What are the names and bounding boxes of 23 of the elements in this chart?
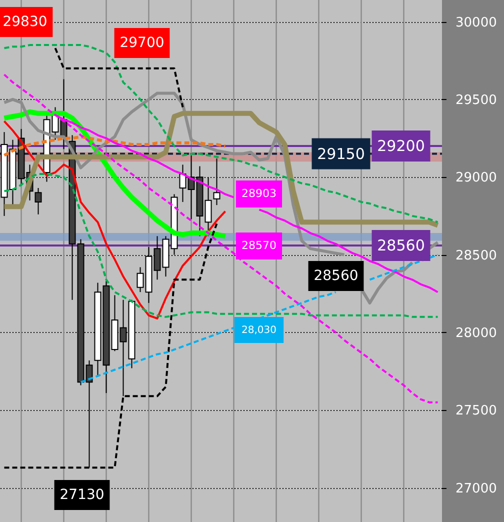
y-tick-label: 30000 [456, 15, 497, 30]
ref-line-label: 29200 [377, 137, 425, 156]
line-series [3, 173, 439, 318]
line-series [3, 120, 226, 320]
y-tick-label: 29500 [456, 92, 497, 108]
candlestick [34, 187, 42, 215]
annotation: 29700 [120, 35, 164, 51]
candlestick [213, 158, 220, 206]
annotation: 29830 [2, 14, 48, 30]
annotation: 28,030 [242, 325, 276, 336]
annotation: 28903 [242, 187, 276, 200]
ref-line-label: 29150 [317, 144, 365, 163]
ref-line-label: 28560 [377, 236, 425, 254]
y-tick-label: 27500 [456, 404, 497, 419]
y-tick-label: 28000 [456, 326, 497, 341]
annotation: 28570 [242, 239, 276, 252]
annotation: 27130 [60, 487, 104, 503]
annotation: 28560 [314, 268, 358, 284]
y-tick-label: 27000 [456, 481, 497, 496]
line-series [2, 135, 227, 157]
y-tick-label: 29000 [456, 170, 497, 186]
y-tick-label: 28500 [456, 248, 497, 264]
line-series [3, 74, 439, 404]
